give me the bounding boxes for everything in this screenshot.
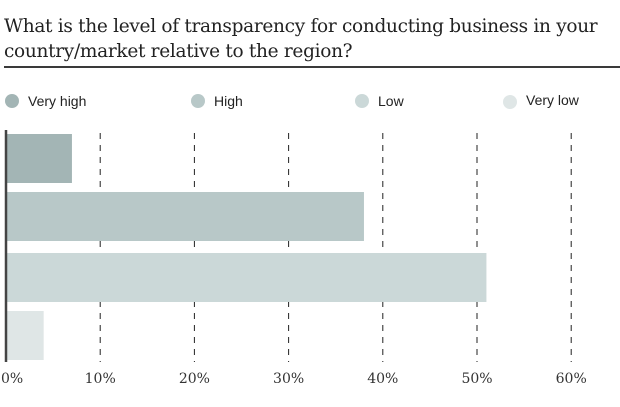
x-tick-label: 10% <box>85 371 116 387</box>
gridlines <box>99 133 572 362</box>
legend-item-high: High <box>191 93 243 109</box>
bar-very-low <box>6 311 44 360</box>
bar-high <box>6 192 364 241</box>
bar-low <box>6 253 487 302</box>
legend-label-very-high: Very high <box>28 93 87 109</box>
x-axis-ticks: 0% 10% 20% 30% 40% 50% 60% <box>1 371 587 387</box>
legend-swatch-low <box>355 94 369 108</box>
x-tick-label: 40% <box>367 371 398 387</box>
x-tick-label: 30% <box>273 371 304 387</box>
bar-very-high <box>6 134 72 183</box>
x-tick-label: 0% <box>1 371 23 387</box>
legend-item-low: Low <box>355 93 404 109</box>
chart-title: What is the level of transparency for co… <box>4 16 598 62</box>
legend-swatch-very-low <box>503 95 517 109</box>
title-divider <box>4 66 620 68</box>
x-tick-label: 20% <box>179 371 210 387</box>
legend-item-very-high: Very high <box>5 93 86 109</box>
legend-label-high: High <box>214 93 243 109</box>
legend-label-low: Low <box>378 93 404 109</box>
x-tick-label: 60% <box>556 371 587 387</box>
bars <box>6 134 487 360</box>
legend-swatch-high <box>191 94 205 108</box>
x-tick-label: 50% <box>461 371 492 387</box>
legend-swatch-very-high <box>5 94 19 108</box>
legend-label-very-low: Very low <box>526 92 579 108</box>
legend-item-very-low: Very low <box>503 91 579 109</box>
